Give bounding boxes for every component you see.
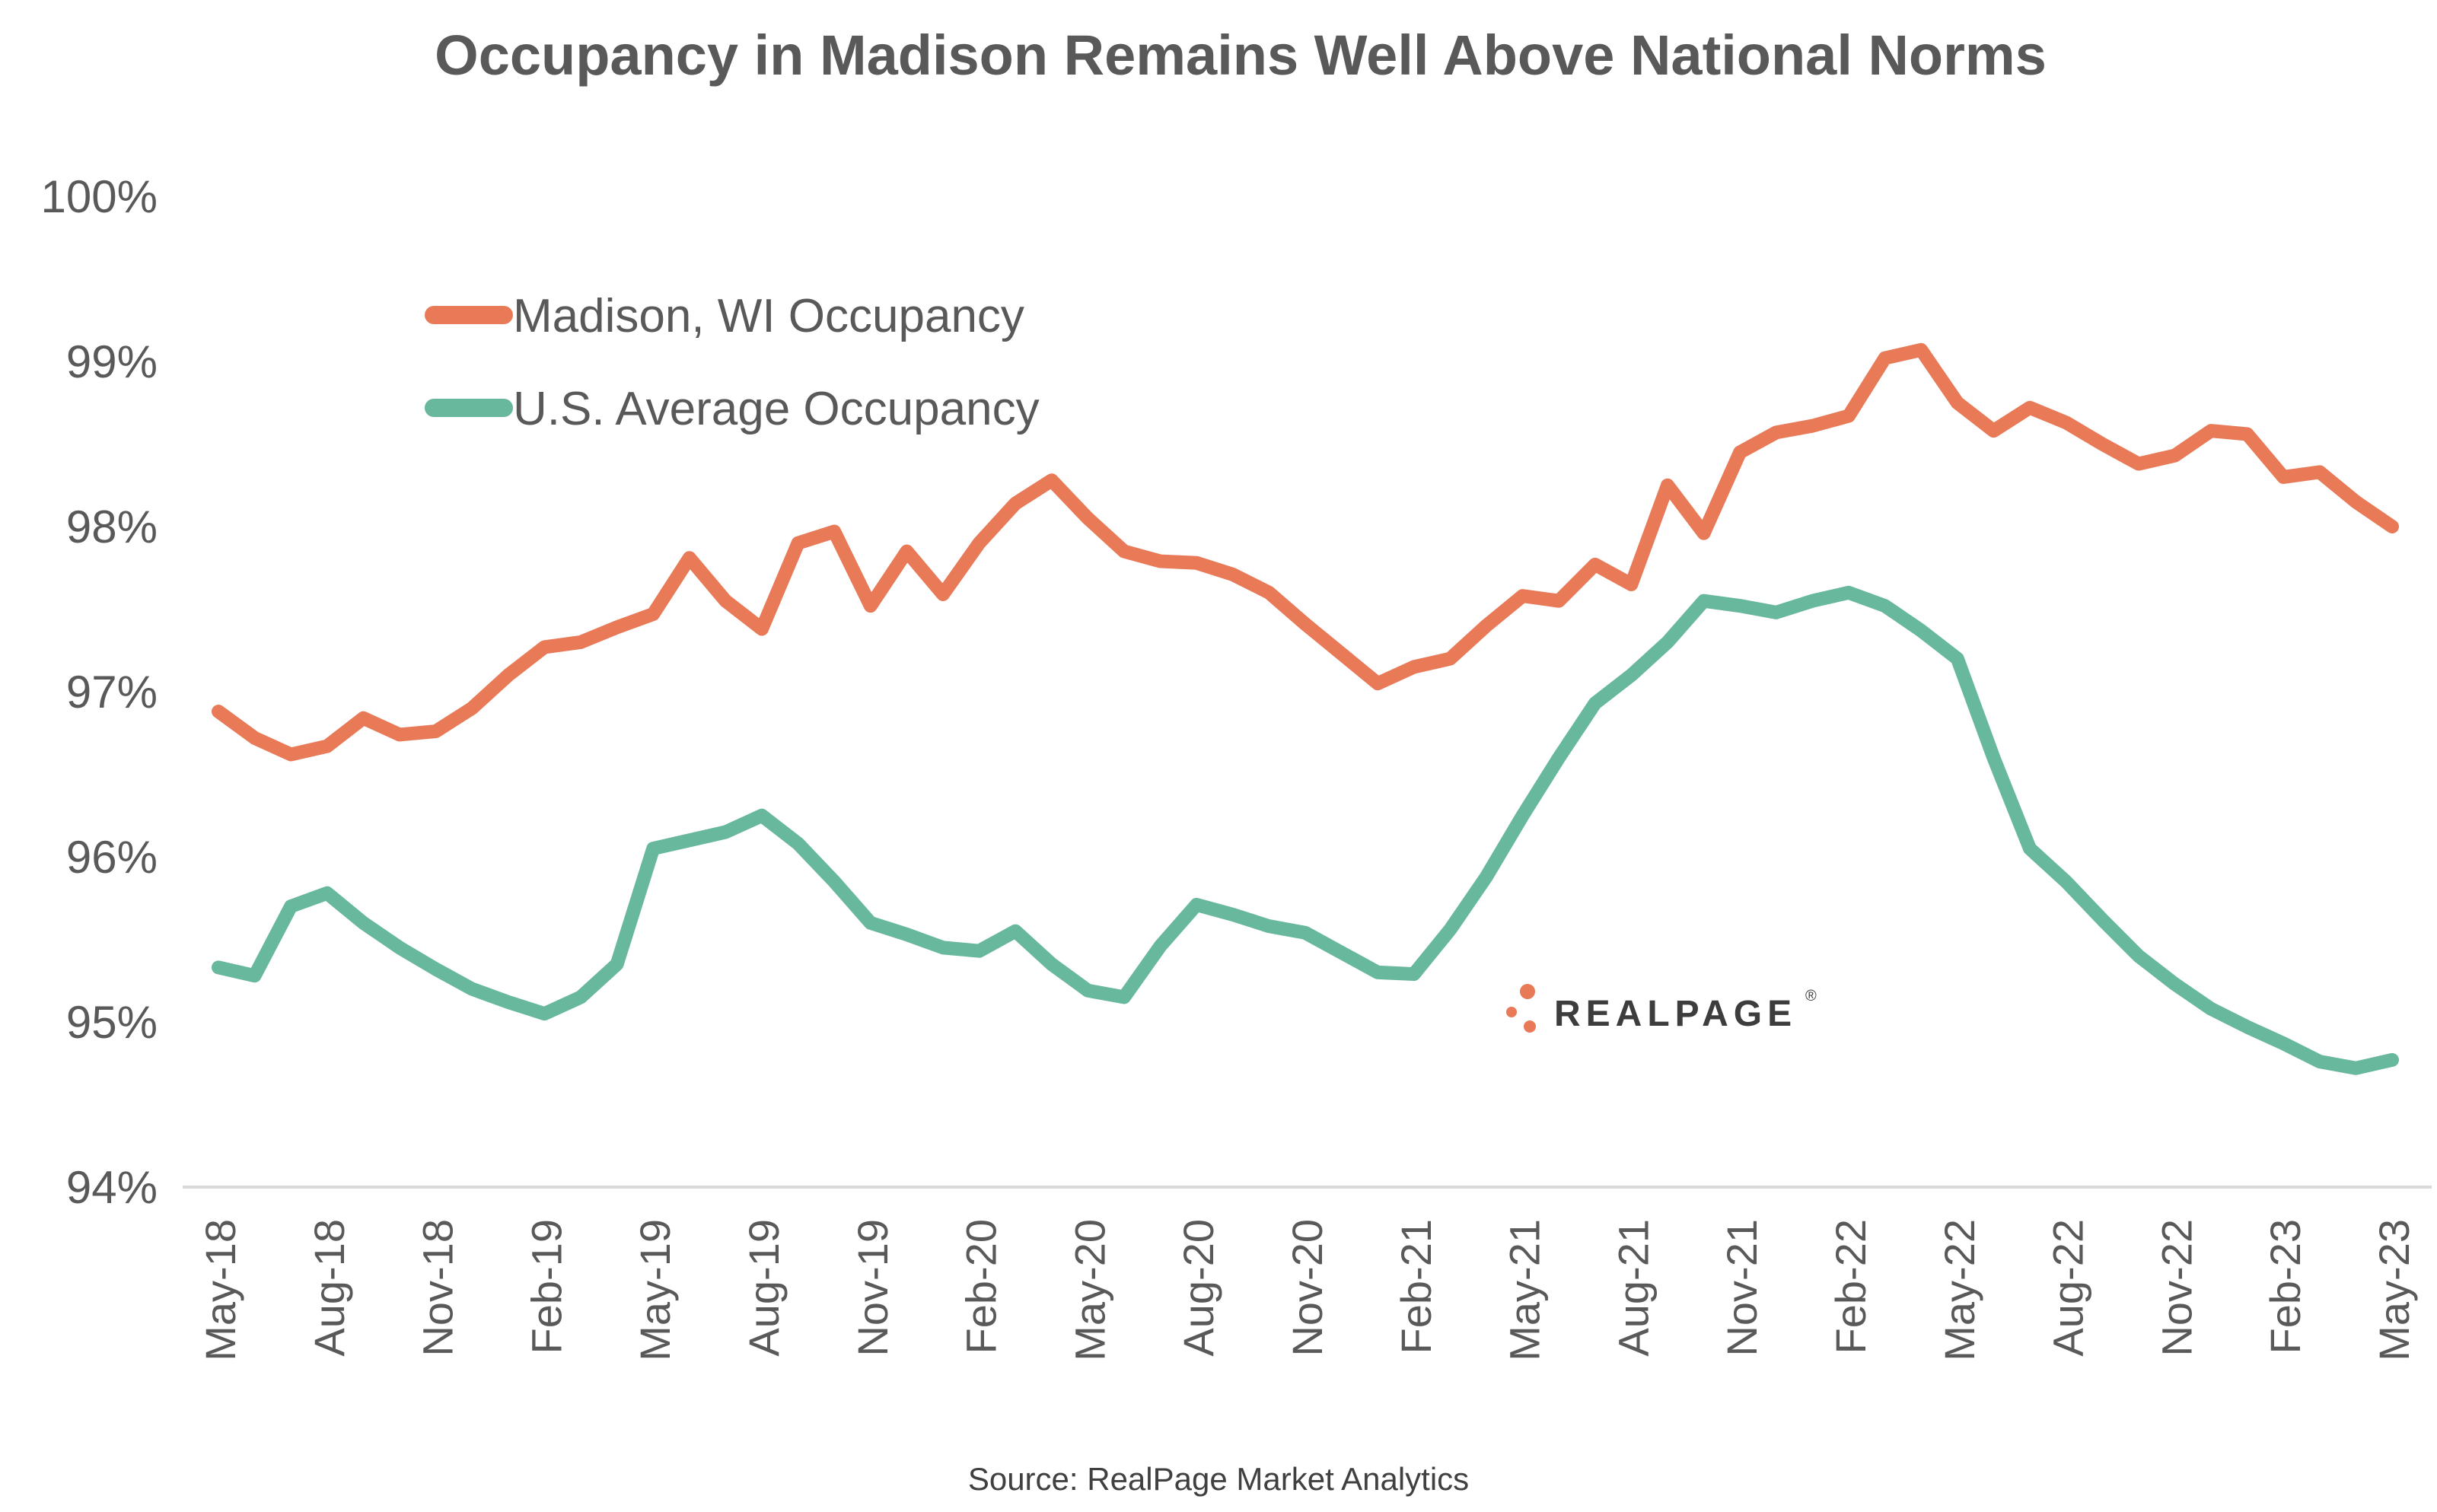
x-axis-tick-label: Nov-19 <box>849 1219 897 1357</box>
series-line-madison <box>212 342 2399 762</box>
y-axis-tick-label: 98% <box>66 501 158 552</box>
y-axis-tick-label: 99% <box>66 336 158 387</box>
y-axis-tick-label: 96% <box>66 832 158 883</box>
x-axis-tick-label: May-19 <box>631 1219 679 1361</box>
page-title: Occupancy in Madison Remains Well Above … <box>435 24 2047 87</box>
x-axis-tick-label: Feb-22 <box>1827 1219 1875 1354</box>
x-axis-tick-label: Feb-19 <box>522 1219 570 1354</box>
logo-wordmark: REALPAGE <box>1554 994 1797 1034</box>
series-lines <box>212 342 2399 1075</box>
source-note: Source: RealPage Market Analytics <box>968 1461 1469 1497</box>
x-axis-tick-label: Nov-20 <box>1283 1219 1331 1357</box>
legend-label-madison: Madison, WI Occupancy <box>513 290 1024 342</box>
x-axis-tick-label: Aug-20 <box>1174 1219 1222 1357</box>
x-axis-tick-label: Feb-20 <box>957 1219 1005 1354</box>
realpage-logo: REALPAGE ® <box>1506 984 1817 1034</box>
x-axis-tick-label: Aug-19 <box>740 1219 788 1357</box>
legend-label-us-average: U.S. Average Occupancy <box>513 383 1040 435</box>
x-axis-labels: May-18 Aug-18 Nov-18 Feb-19 May-19 Aug-19 Nov-… <box>196 1219 2418 1361</box>
x-axis-tick-label: May-23 <box>2370 1219 2418 1361</box>
y-axis-tick-label: 100% <box>41 171 158 222</box>
x-axis-tick-label: May-20 <box>1066 1219 1113 1361</box>
x-axis-tick-label: May-18 <box>196 1219 244 1361</box>
x-axis-tick-label: Nov-18 <box>414 1219 462 1357</box>
logo-dot-icon <box>1524 1020 1536 1033</box>
logo-registered-icon: ® <box>1805 988 1817 1004</box>
legend: Madison, WI Occupancy U.S. Average Occup… <box>425 290 1040 435</box>
y-axis-labels: 100% 99% 98% 97% 96% 95% 94% <box>41 171 158 1213</box>
y-axis-tick-label: 94% <box>66 1162 158 1213</box>
x-axis-tick-label: Nov-21 <box>1718 1219 1766 1357</box>
y-axis-tick-label: 95% <box>66 997 158 1048</box>
x-axis-tick-label: Aug-22 <box>2044 1219 2092 1357</box>
x-axis-tick-label: Feb-21 <box>1392 1219 1440 1354</box>
x-axis-tick-label: Nov-22 <box>2152 1219 2200 1357</box>
logo-dot-icon <box>1520 984 1535 999</box>
x-axis-tick-label: May-21 <box>1501 1219 1549 1361</box>
x-axis-tick-label: Aug-18 <box>305 1219 353 1357</box>
x-axis-tick-label: Feb-23 <box>2261 1219 2309 1354</box>
x-axis-tick-label: Aug-21 <box>1609 1219 1657 1357</box>
series-line-us-average <box>212 585 2399 1075</box>
x-axis-tick-label: May-22 <box>1935 1219 1983 1361</box>
y-axis-tick-label: 97% <box>66 667 158 718</box>
logo-dot-icon <box>1506 1007 1517 1017</box>
